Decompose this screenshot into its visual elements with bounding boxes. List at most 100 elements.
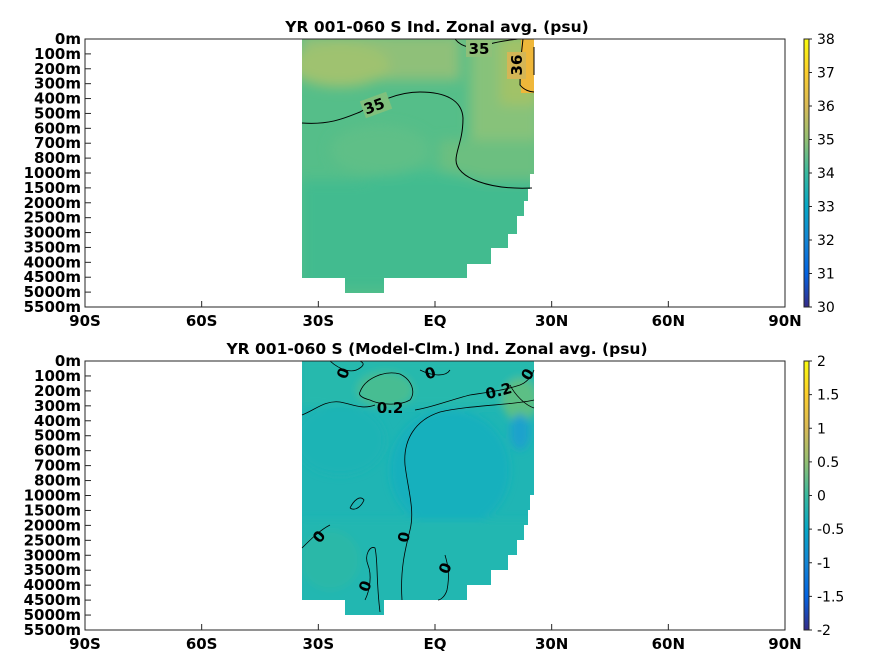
y-tick-label: 4500m [24, 268, 81, 286]
x-axis-1: 90S 60S 30S EQ 30N 60N 90N [69, 301, 802, 330]
y-tick-label: 700m [34, 134, 81, 152]
colorbar-tick-label: -1.5 [817, 589, 844, 605]
contour-0-small [349, 497, 365, 510]
y-tick-label: 4000m [24, 576, 81, 594]
x-tick-label: 60N [652, 312, 685, 330]
y-tick-label: 3000m [24, 224, 81, 242]
colorbar-1 [803, 38, 810, 308]
x-tick-label: 30S [302, 312, 334, 330]
y-tick-label: 1000m [24, 487, 81, 505]
x-axis-2: 90S 60S 30S EQ 30N 60N 90N [69, 624, 802, 653]
contour-0-b [419, 369, 451, 376]
y-tick-label: 1500m [24, 179, 81, 197]
x-tick-label: 90S [69, 312, 101, 330]
x-tick-label: 30N [535, 635, 568, 653]
x-tick-label: 30N [535, 312, 568, 330]
contour-label: 35 [469, 40, 490, 58]
y-tick-label: 500m [34, 104, 81, 122]
y-tick-label: 300m [34, 75, 81, 93]
y-tick-label: 200m [34, 60, 81, 78]
y-tick-label: 300m [34, 397, 81, 415]
y-tick-label: 5000m [24, 606, 81, 624]
colorbar-tick-label: -0.5 [817, 522, 844, 538]
contour-0-low [364, 547, 381, 613]
colorbar-2 [803, 360, 810, 631]
colorbar-tick-label: 33 [817, 200, 835, 216]
y-tick-label: 800m [34, 472, 81, 490]
colorbar-tick-label: 38 [817, 32, 835, 48]
y-tick-label: 2000m [24, 194, 81, 212]
x-tick-label: 90N [768, 635, 801, 653]
colorbar-tick-label: 37 [817, 66, 835, 82]
x-tick-label: 30S [302, 635, 334, 653]
x-tick-label: EQ [424, 635, 447, 653]
x-tick-label: 90S [69, 635, 101, 653]
y-tick-label: 1000m [24, 164, 81, 182]
colorbar-tick-label: 31 [817, 267, 835, 283]
contour-label: 0.2 [377, 399, 404, 417]
contour-0-right [437, 554, 449, 601]
y-tick-label: 500m [34, 427, 81, 445]
y-tick-label: 100m [34, 45, 81, 63]
y-tick-label: 2500m [24, 209, 81, 227]
x-tick-label: 90N [768, 312, 801, 330]
colorbar-tick-label: 1 [817, 421, 826, 437]
y-tick-label: 0m [55, 30, 81, 48]
colorbar-ticks-1: 30 31 32 33 34 35 36 37 38 [809, 32, 835, 316]
contour-0 [301, 401, 376, 416]
contour-0-mid [401, 399, 535, 601]
y-tick-label: 800m [34, 149, 81, 167]
chart-title-1: YR 001-060 S Ind. Zonal avg. (psu) [284, 18, 588, 36]
contour-0-top [329, 360, 364, 372]
y-tick-label: 600m [34, 119, 81, 137]
y-axis-2: 0m100m200m300m400m500m600m700m800m1000m1… [24, 352, 91, 639]
contour-lines-2 [301, 360, 535, 613]
colorbar-tick-label: -2 [817, 623, 831, 639]
colorbar-tick-label: -1 [817, 556, 831, 572]
y-tick-label: 2500m [24, 531, 81, 549]
y-tick-label: 5500m [24, 298, 81, 316]
y-tick-label: 1500m [24, 501, 81, 519]
colorbar-tick-label: 30 [817, 300, 835, 316]
y-tick-label: 3500m [24, 561, 81, 579]
y-tick-label: 4500m [24, 591, 81, 609]
contour-0-c [509, 384, 535, 409]
y-axis-1: 0m100m200m300m400m500m600m700m800m1000m1… [24, 30, 91, 316]
y-tick-label: 3000m [24, 546, 81, 564]
x-tick-label: 60S [186, 635, 218, 653]
x-tick-label: EQ [424, 312, 447, 330]
x-tick-label: 60S [186, 312, 218, 330]
contour-0.2-b [414, 369, 535, 411]
colorbar-tick-label: 36 [817, 99, 835, 115]
y-tick-label: 600m [34, 442, 81, 460]
contour-0-left [301, 524, 331, 549]
colorbar-tick-label: 32 [817, 233, 835, 249]
salinity-field [302, 39, 534, 293]
y-tick-label: 0m [55, 352, 81, 370]
colorbar-tick-label: 0.5 [817, 455, 839, 471]
x-tick-label: 60N [652, 635, 685, 653]
contour-0.2 [359, 372, 414, 405]
colorbar-tick-label: 1.5 [817, 388, 839, 404]
y-tick-label: 400m [34, 90, 81, 108]
contour-label: 36 [508, 55, 526, 76]
y-tick-label: 3500m [24, 238, 81, 256]
y-tick-label: 400m [34, 412, 81, 430]
y-tick-label: 5500m [24, 621, 81, 639]
y-tick-label: 200m [34, 382, 81, 400]
y-tick-label: 2000m [24, 516, 81, 534]
colorbar-ticks-2: -2 -1.5 -1 -0.5 0 0.5 1 1.5 2 [809, 354, 844, 639]
y-tick-label: 700m [34, 457, 81, 475]
panel-salinity-anomaly: YR 001-060 S (Model-Clm.) Ind. Zonal avg… [24, 340, 845, 653]
contour-35 [301, 91, 533, 189]
y-tick-label: 100m [34, 367, 81, 385]
y-tick-label: 4000m [24, 253, 81, 271]
colorbar-tick-label: 2 [817, 354, 826, 370]
contour-label: 0 [394, 530, 414, 543]
chart-title-2: YR 001-060 S (Model-Clm.) Ind. Zonal avg… [225, 340, 647, 358]
y-tick-label: 5000m [24, 283, 81, 301]
colorbar-tick-label: 34 [817, 166, 835, 182]
panel-salinity: YR 001-060 S Ind. Zonal avg. (psu) [24, 18, 835, 330]
colorbar-tick-label: 35 [817, 133, 835, 149]
